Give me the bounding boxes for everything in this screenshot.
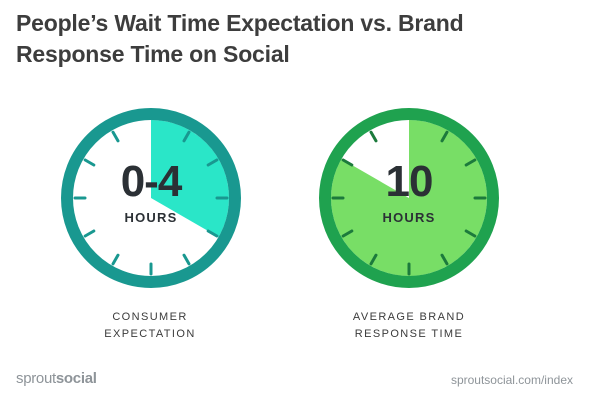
- clock-tick: [182, 253, 191, 266]
- sprout-social-logo: sproutsocial: [16, 370, 97, 387]
- clock-tick: [111, 253, 120, 266]
- clock-tick: [182, 130, 191, 143]
- caption-line: AVERAGE BRAND: [352, 311, 466, 323]
- clock-ticks: [331, 130, 487, 276]
- clock-tick: [440, 130, 449, 143]
- source-url: sproutsocial.com/index: [450, 373, 573, 387]
- clock-tick: [83, 158, 96, 167]
- consumer-expectation-dial: 0-4 HOURS: [59, 106, 243, 290]
- clock-rim: [61, 108, 241, 288]
- clock-tick: [206, 158, 219, 167]
- dial-value: 10: [385, 157, 434, 206]
- dial-value: 0-4: [120, 157, 183, 206]
- brand-response-clock: [319, 108, 499, 288]
- clock-tick: [111, 130, 120, 143]
- dial-unit: HOURS: [124, 210, 178, 225]
- clock-tick: [83, 229, 96, 238]
- clock-tick: [369, 253, 378, 266]
- consumer-expectation-caption: CONSUMER EXPECTATION: [50, 309, 250, 343]
- response-sector: [330, 120, 487, 276]
- brand-response-caption: AVERAGE BRAND RESPONSE TIME: [309, 309, 509, 343]
- clock-tick: [369, 130, 378, 143]
- clock-tick: [464, 229, 477, 238]
- caption-line: CONSUMER: [112, 311, 188, 323]
- brand-bold: social: [55, 370, 97, 387]
- clock-tick: [464, 158, 477, 167]
- caption-line: EXPECTATION: [104, 328, 196, 340]
- clock-tick: [341, 158, 354, 167]
- caption-line: RESPONSE TIME: [354, 328, 464, 340]
- brand-response-dial: 10 HOURS: [317, 106, 501, 290]
- clock-ticks: [73, 130, 229, 276]
- dial-unit: HOURS: [382, 210, 436, 225]
- chart-title: People’s Wait Time Expectation vs. Brand…: [16, 10, 464, 67]
- clock-tick: [206, 229, 219, 238]
- clock-rim: [319, 108, 499, 288]
- clock-tick: [341, 229, 354, 238]
- consumer-expectation-clock: [61, 108, 241, 288]
- brand-light: sprout: [16, 370, 56, 387]
- clock-tick: [440, 253, 449, 266]
- expectation-sector: [151, 120, 230, 237]
